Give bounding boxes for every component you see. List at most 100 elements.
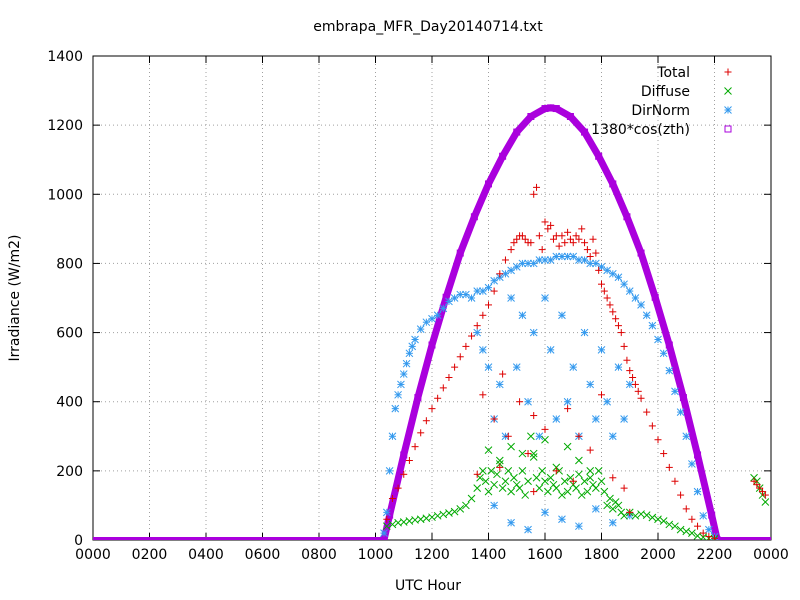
data-point [598, 280, 605, 288]
data-point [581, 239, 589, 247]
series-star [380, 252, 719, 540]
data-point [479, 311, 487, 319]
data-point [512, 363, 521, 371]
data-point [634, 387, 642, 395]
data-point [711, 534, 718, 540]
data-point [451, 363, 459, 371]
data-point [507, 518, 515, 527]
data-point [535, 232, 543, 240]
data-point [450, 294, 459, 302]
data-point [688, 515, 696, 523]
data-point [473, 484, 482, 492]
data-point [631, 380, 639, 388]
data-point [383, 515, 391, 523]
data-point [676, 525, 685, 534]
data-point [564, 405, 572, 413]
data-point [671, 522, 679, 531]
data-point [637, 301, 645, 309]
data-point [496, 463, 504, 471]
data-point [609, 474, 617, 482]
data-point [761, 498, 770, 506]
data-point [592, 249, 600, 257]
data-point [498, 484, 507, 492]
data-point [606, 494, 614, 503]
data-point [586, 446, 594, 454]
x-tick-label: 1600 [527, 547, 563, 563]
data-point [631, 511, 640, 520]
data-point [529, 328, 538, 337]
legend-marker [724, 125, 732, 133]
data-point [470, 213, 478, 221]
data-point [400, 451, 408, 459]
data-point [609, 180, 617, 188]
data-point [473, 322, 481, 330]
data-point [558, 252, 566, 261]
data-point [499, 370, 507, 378]
data-point [659, 349, 668, 358]
data-point [586, 380, 595, 389]
data-point [538, 467, 547, 475]
data-point [434, 394, 442, 402]
data-point [586, 467, 595, 475]
data-point [529, 259, 538, 268]
data-point [382, 508, 391, 517]
data-point [648, 321, 657, 330]
data-point [637, 394, 645, 402]
data-point [563, 442, 572, 451]
data-point [614, 322, 622, 330]
data-point [538, 246, 546, 254]
data-point [385, 467, 394, 475]
data-point [676, 408, 685, 416]
data-point [495, 456, 504, 465]
data-point [704, 525, 713, 534]
data-point [450, 507, 459, 516]
data-point [380, 529, 388, 537]
data-point [564, 228, 572, 236]
data-point [623, 213, 631, 221]
data-point [671, 387, 679, 396]
data-point [694, 522, 702, 530]
data-point [608, 505, 617, 513]
x-tick-label: 0800 [301, 547, 337, 563]
legend-label: 1380*cos(zth) [591, 122, 690, 138]
data-point [402, 359, 411, 368]
data-point [594, 467, 603, 475]
legend-label: DirNorm [631, 103, 690, 119]
data-point [620, 511, 628, 520]
x-tick-label: 1400 [471, 547, 507, 563]
data-point [546, 346, 555, 354]
data-point [541, 425, 549, 433]
data-point [501, 256, 509, 264]
data-point [533, 183, 541, 191]
data-point [693, 487, 702, 496]
data-point [642, 511, 651, 519]
data-point [433, 511, 442, 520]
data-point [699, 511, 708, 520]
data-point [561, 239, 569, 247]
data-point [665, 520, 674, 529]
data-point [682, 527, 691, 536]
data-point [422, 417, 430, 425]
data-point [484, 283, 493, 292]
data-point [608, 432, 617, 441]
y-tick-label: 1000 [47, 187, 83, 203]
data-point [572, 484, 580, 492]
data-point [595, 152, 603, 160]
data-point [478, 346, 487, 354]
data-point [558, 311, 566, 320]
data-point [665, 366, 674, 375]
data-point [485, 301, 492, 309]
data-point [481, 477, 490, 486]
data-point [569, 477, 577, 485]
data-point [547, 221, 555, 229]
data-point [595, 266, 603, 274]
data-point [490, 480, 499, 489]
data-point [462, 342, 470, 350]
data-point [637, 249, 645, 257]
data-point [394, 390, 402, 399]
data-point [428, 513, 436, 522]
data-point [679, 394, 687, 402]
data-point [558, 232, 566, 240]
data-point [456, 353, 464, 361]
data-point [677, 491, 685, 499]
